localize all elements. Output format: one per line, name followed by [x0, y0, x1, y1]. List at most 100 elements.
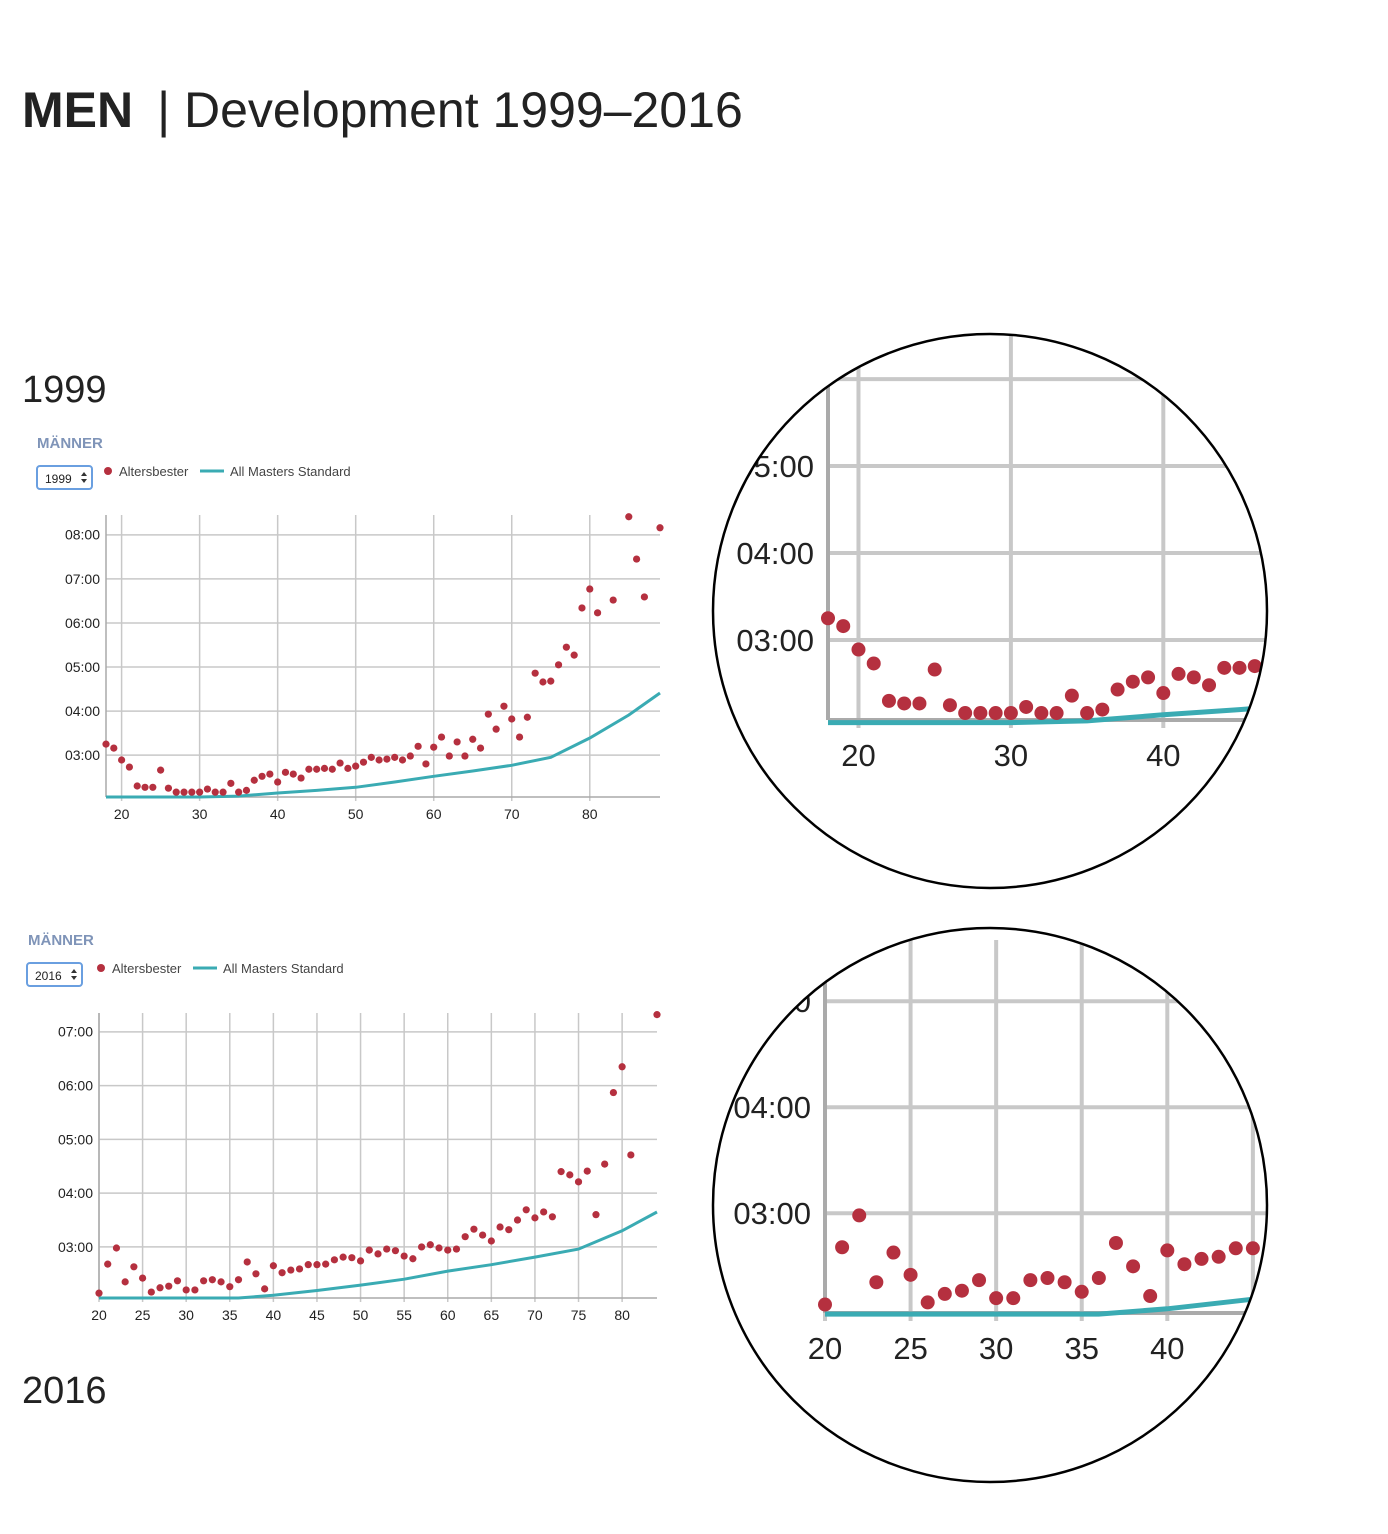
- data-point: [973, 706, 988, 721]
- data-point: [492, 725, 500, 733]
- data-point: [1143, 1289, 1158, 1304]
- data-point: [1141, 670, 1156, 685]
- data-point: [1091, 1271, 1106, 1286]
- x-tick-label: 40: [266, 1307, 282, 1323]
- data-point: [1370, 641, 1384, 655]
- data-point: [1278, 649, 1292, 663]
- data-point: [226, 1283, 234, 1291]
- data-point: [180, 788, 188, 796]
- data-point: [157, 766, 165, 774]
- data-point: [227, 779, 235, 787]
- x-tick-label: 25: [893, 1331, 927, 1366]
- data-point: [203, 785, 212, 793]
- data-point: [1217, 660, 1232, 675]
- x-tick-label: 40: [1146, 738, 1180, 773]
- data-point: [487, 1237, 495, 1245]
- data-point: [118, 756, 126, 764]
- data-point: [1108, 1236, 1123, 1251]
- data-point: [1125, 674, 1140, 689]
- data-point: [435, 1244, 443, 1252]
- x-tick-label: 45: [309, 1307, 325, 1323]
- title-text: | Development 1999–2016: [157, 82, 743, 138]
- y-tick-label: 07:00: [65, 571, 100, 587]
- data-point: [1339, 637, 1353, 651]
- data-point: [1110, 682, 1125, 697]
- zoom-background: [713, 928, 1267, 1482]
- data-point: [1324, 647, 1338, 661]
- data-point: [313, 765, 321, 773]
- data-point: [1247, 659, 1262, 674]
- data-point: [1202, 678, 1217, 693]
- data-point: [339, 1253, 347, 1261]
- data-point: [886, 1245, 901, 1260]
- data-point: [1211, 1249, 1226, 1264]
- select-value[interactable]: 2016: [35, 969, 62, 983]
- data-point: [531, 669, 539, 677]
- legend-dot: [97, 964, 105, 972]
- data-point: [336, 759, 344, 767]
- data-point: [242, 786, 251, 794]
- y-tick-label: 06:00: [58, 1077, 93, 1093]
- data-point: [1177, 1257, 1192, 1272]
- select-arrows: [71, 969, 77, 980]
- x-tick-label: 50: [348, 806, 364, 822]
- y-tick-label: 07:00: [58, 1024, 93, 1040]
- data-point: [452, 1245, 461, 1253]
- x-tick-label: 60: [440, 1307, 456, 1323]
- data-point: [374, 1250, 382, 1258]
- standard-line: [825, 1142, 1267, 1317]
- data-point: [1293, 659, 1307, 673]
- data-point: [398, 756, 407, 764]
- data-point: [173, 1277, 182, 1285]
- data-point: [1074, 1284, 1089, 1299]
- data-point: [653, 1011, 661, 1019]
- data-point: [95, 1289, 103, 1297]
- data-point: [479, 1231, 487, 1239]
- data-point: [138, 1274, 147, 1282]
- data-point: [328, 765, 336, 773]
- data-point: [1040, 1271, 1055, 1286]
- data-point: [583, 1167, 591, 1175]
- y-tick-label: 08:00: [65, 527, 100, 543]
- x-tick-label: 40: [270, 806, 286, 822]
- data-point: [313, 1261, 321, 1269]
- data-point: [513, 1216, 522, 1224]
- data-point: [937, 1286, 952, 1301]
- legend-label: All Masters Standard: [230, 464, 351, 479]
- data-point: [281, 768, 290, 776]
- data-point: [217, 1278, 225, 1286]
- x-tick-label: 30: [979, 1331, 1013, 1366]
- data-point: [445, 752, 453, 760]
- select-box[interactable]: [36, 465, 93, 490]
- data-point: [165, 1282, 173, 1290]
- data-point: [305, 765, 313, 773]
- data-point: [359, 758, 368, 766]
- y-tick-label: 06:00: [736, 362, 814, 397]
- standard-line: [99, 1210, 658, 1300]
- data-point: [430, 743, 438, 751]
- select-value[interactable]: 1999: [45, 472, 72, 486]
- y-tick-label: 05:00: [733, 984, 811, 1019]
- data-point: [461, 1233, 469, 1241]
- data-point: [1019, 699, 1034, 714]
- panel-title: MÄNNER: [37, 435, 103, 452]
- data-point: [409, 1255, 417, 1263]
- data-point: [297, 774, 305, 782]
- data-point: [278, 1269, 286, 1277]
- year-caption: 1999: [22, 369, 107, 411]
- legend-label: Altersbester: [112, 961, 182, 976]
- year-select[interactable]: 1999: [36, 465, 93, 490]
- data-point: [1366, 1220, 1380, 1234]
- data-point: [289, 770, 297, 778]
- select-box[interactable]: [26, 962, 83, 987]
- data-point: [274, 778, 282, 786]
- x-tick-label: 70: [527, 1307, 543, 1323]
- data-point: [656, 524, 664, 532]
- year-select[interactable]: 2016: [26, 962, 83, 987]
- x-tick-label: 20: [114, 806, 130, 822]
- data-point: [470, 1225, 478, 1233]
- data-point: [104, 1260, 112, 1268]
